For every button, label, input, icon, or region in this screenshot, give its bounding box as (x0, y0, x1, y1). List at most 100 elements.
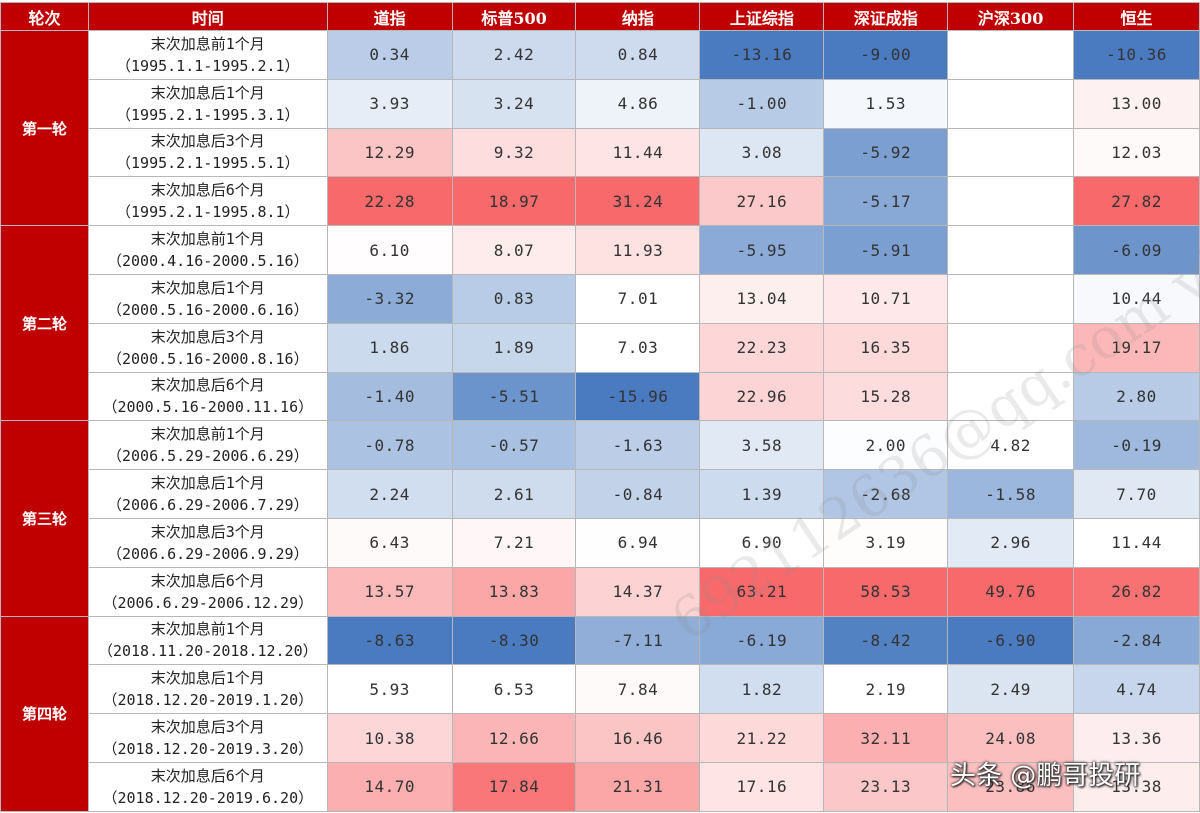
period-cell: 末次加息后3个月 （2018.12.20-2019.3.20） (87, 713, 328, 763)
value-cell: 14.37 (575, 566, 701, 617)
value-cell: -13.16 (699, 30, 825, 80)
value-cell: 27.16 (699, 176, 825, 227)
value-cell: -0.57 (451, 420, 577, 471)
period-range: （2006.6.29-2006.7.29） (107, 496, 309, 515)
value-cell: 13.00 (1073, 78, 1200, 129)
table-body: 第一轮 末次加息前1个月 （1995.1.1-1995.2.1） 0.34 2.42 0.… (0, 29, 1200, 812)
value-cell: -0.19 (1073, 420, 1200, 471)
value-cell: 18.97 (451, 176, 577, 227)
period-range: （2018.12.20-2019.1.20） (102, 691, 314, 710)
period-cell: 末次加息后3个月 （1995.2.1-1995.5.1） (87, 127, 328, 178)
value-cell: 6.10 (326, 225, 453, 275)
value-cell: -0.78 (326, 420, 453, 471)
value-cell: 16.46 (575, 713, 701, 763)
value-cell: 3.08 (699, 127, 825, 178)
value-cell: 1.89 (451, 322, 577, 373)
value-cell: 3.24 (451, 78, 577, 129)
header-row: 轮次 时间 道指 标普500 纳指 上证综指 深证成指 沪深300 恒生 (0, 2, 1200, 31)
value-cell (947, 371, 1075, 422)
value-cell (947, 225, 1075, 275)
value-cell: 21.31 (575, 761, 701, 812)
value-cell: 17.84 (451, 761, 577, 812)
value-cell (947, 78, 1075, 129)
table-row: 第四轮 末次加息前1个月 （2018.11.20-2018.12.20） -8.63-… (0, 615, 1200, 812)
period-cell: 末次加息前1个月 （2018.11.20-2018.12.20） (87, 615, 328, 666)
period-range: （1995.2.1-1995.3.1） (116, 105, 300, 124)
value-cell: -6.90 (947, 615, 1075, 666)
period-range: （1995.2.1-1995.5.1） (116, 154, 300, 173)
value-cell: 13.38 (1073, 761, 1200, 812)
round-label: 第二轮 (0, 225, 89, 422)
period-range: （2000.5.16-2000.11.16） (102, 398, 314, 417)
value-cell: 23.13 (823, 761, 949, 812)
value-cell: 13.36 (1073, 713, 1200, 763)
value-cell: 7.84 (575, 664, 701, 715)
period-cell: 末次加息后6个月 （2006.6.29-2006.12.29） (87, 566, 328, 617)
value-cell: 1.39 (699, 469, 825, 519)
value-cell: -10.36 (1073, 30, 1200, 80)
value-cell: 13.04 (699, 273, 825, 324)
value-cell: 22.23 (699, 322, 825, 373)
period-label: 末次加息后3个月 (150, 132, 265, 151)
period-range: （2018.12.20-2019.6.20） (102, 788, 314, 807)
value-cell: 6.53 (451, 664, 577, 715)
period-range: （1995.1.1-1995.2.1） (116, 56, 300, 75)
value-cell: -5.51 (451, 371, 577, 422)
period-cell: 末次加息后6个月 （2000.5.16-2000.11.16） (87, 371, 328, 422)
value-cell: 63.21 (699, 566, 825, 617)
value-cell: 32.11 (823, 713, 949, 763)
value-cell: 2.24 (326, 469, 453, 519)
value-cell: 1.86 (326, 322, 453, 373)
round-label: 第三轮 (0, 420, 89, 617)
period-cell: 末次加息后1个月 （2000.5.16-2000.6.16） (87, 273, 328, 324)
value-cell: -3.32 (326, 273, 453, 324)
value-cell: 2.00 (823, 420, 949, 471)
table-row: 末次加息后3个月 （2018.12.20-2019.3.20） 10.38 12.66… (1, 713, 1200, 763)
value-cell: -8.30 (451, 615, 577, 666)
period-cell: 末次加息后1个月 （2006.6.29-2006.7.29） (87, 469, 328, 519)
table-row: 第二轮 末次加息前1个月 （2000.4.16-2000.5.16） 6.10 8.07… (0, 225, 1200, 422)
table-row: 第一轮 末次加息前1个月 （1995.1.1-1995.2.1） 0.34 2.42 0.… (0, 29, 1200, 227)
value-cell: 26.82 (1073, 566, 1200, 617)
value-cell: 22.28 (326, 176, 453, 227)
header-sp500: 标普500 (451, 2, 577, 31)
table-row: 末次加息后1个月 （2000.5.16-2000.6.16） -3.32 0.83 7.… (1, 273, 1200, 324)
value-cell (947, 322, 1075, 373)
value-cell: -1.63 (575, 420, 701, 471)
value-cell: -5.95 (699, 225, 825, 275)
period-cell: 末次加息后3个月 （2006.6.29-2006.9.29） (87, 517, 328, 568)
value-cell: 12.66 (451, 713, 577, 763)
value-cell: 49.76 (947, 566, 1075, 617)
period-range: （2000.5.16-2000.8.16） (107, 349, 309, 368)
value-cell: -0.84 (575, 469, 701, 519)
period-range: （2018.11.20-2018.12.20） (97, 642, 318, 661)
table-row: 末次加息后1个月 （1995.2.1-1995.3.1） 3.93 3.24 4.86-… (1, 78, 1200, 129)
period-range: （1995.2.1-1995.8.1） (116, 203, 300, 222)
period-label: 末次加息后6个月 (150, 571, 265, 590)
value-cell: -5.92 (823, 127, 949, 178)
value-cell: 10.44 (1073, 273, 1200, 324)
period-cell: 末次加息前1个月 （2000.4.16-2000.5.16） (87, 225, 328, 275)
value-cell: 4.86 (575, 78, 701, 129)
value-cell: 2.49 (947, 664, 1075, 715)
period-cell: 末次加息后6个月 （1995.2.1-1995.8.1） (87, 176, 328, 227)
value-cell: -2.68 (823, 469, 949, 519)
value-cell: 2.61 (451, 469, 577, 519)
value-cell: 1.53 (823, 78, 949, 129)
value-cell: 0.83 (451, 273, 577, 324)
table-row: 末次加息后6个月 （2000.5.16-2000.11.16） -1.40 -5.51… (1, 371, 1200, 422)
period-label: 末次加息后6个月 (150, 181, 265, 200)
value-cell: 0.34 (326, 30, 453, 80)
period-cell: 末次加息后6个月 （2018.12.20-2019.6.20） (87, 761, 328, 812)
period-cell: 末次加息后1个月 （1995.2.1-1995.3.1） (87, 78, 328, 129)
value-cell: 11.44 (1073, 517, 1200, 568)
header-time: 时间 (87, 2, 328, 31)
value-cell: 5.93 (326, 664, 453, 715)
value-cell: 23.86 (947, 761, 1075, 812)
value-cell: 2.42 (451, 30, 577, 80)
period-label: 末次加息后3个月 (150, 718, 265, 737)
value-cell: 17.16 (699, 761, 825, 812)
value-cell: 22.96 (699, 371, 825, 422)
period-label: 末次加息后1个月 (150, 474, 265, 493)
